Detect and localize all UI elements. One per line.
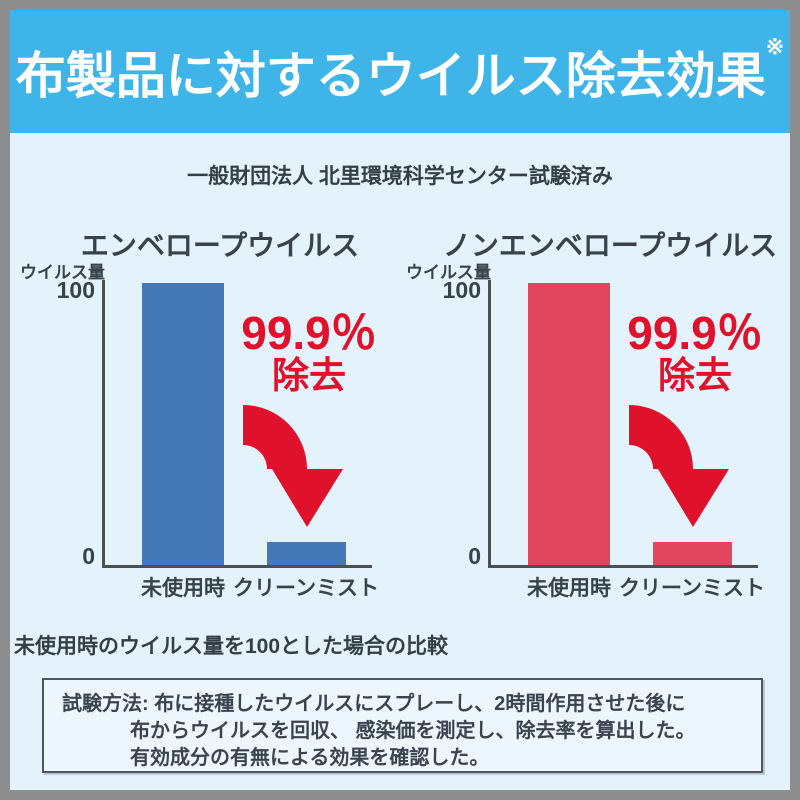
comparison-note: 未使用時のウイルス量を100とした場合の比較 (14, 635, 449, 658)
bar-chart-non-envelope: ウイルス量 100 0 未使用時 クリーンミスト 99.9％ 除去 (396, 250, 790, 600)
test-method-line-2: 布からウイルスを回収、 感染価を測定し、除去率を算出した。 (130, 720, 696, 742)
down-curved-arrow-icon (629, 405, 729, 527)
test-method-line-1: 試験方法: 布に接種したウイルスにスプレーし、2時間作用させた後に (62, 691, 761, 718)
bar-unused (528, 283, 610, 565)
y-axis (102, 280, 105, 568)
x-category-cleanmist: クリーンミスト (233, 577, 379, 600)
y-tick-100: 100 (56, 277, 95, 303)
test-method-label: 試験方法: (62, 693, 149, 715)
removal-annotation: 99.9％ 除去 (224, 310, 394, 396)
down-curved-arrow-shape (629, 405, 729, 527)
test-method-box: 試験方法: 布に接種したウイルスにスプレーし、2時間作用させた後に 布からウイル… (42, 678, 763, 773)
header-band: 布製品に対するウイルス除去効果※ (10, 10, 790, 133)
page-title-text: 布製品に対するウイルス除去効果 (15, 47, 766, 104)
x-axis (488, 565, 758, 568)
x-axis (102, 565, 372, 568)
test-method-text-1: 布に接種したウイルスにスプレーし、2時間作用させた後に (154, 693, 686, 715)
x-category-unused: 未使用時 (527, 577, 611, 600)
y-tick-0: 0 (82, 543, 95, 569)
certification-subtitle: 一般財団法人 北里環境科学センター試験済み (187, 165, 613, 188)
chart-title-non-envelope: ノンエンベロープウイルス (442, 230, 778, 261)
page-title: 布製品に対するウイルス除去効果※ (15, 33, 785, 108)
content-area: 布製品に対するウイルス除去効果※ 一般財団法人 北里環境科学センター試験済み エ… (10, 10, 790, 790)
down-curved-arrow-icon (243, 405, 343, 527)
y-tick-0: 0 (468, 543, 481, 569)
removal-word: 除去 (272, 355, 346, 396)
removal-annotation: 99.9％ 除去 (610, 310, 780, 396)
reference-mark: ※ (765, 33, 785, 59)
bar-unused (142, 283, 224, 565)
y-axis-label: ウイルス量 (406, 263, 491, 282)
y-axis-label: ウイルス量 (20, 263, 105, 282)
bar-chart-envelope: ウイルス量 100 0 未使用時 クリーンミスト 99.9％ 除去 (10, 250, 404, 600)
x-category-unused: 未使用時 (141, 577, 225, 600)
test-method-line-3: 有効成分の有無による効果を確認した。 (130, 747, 490, 769)
removal-word: 除去 (658, 355, 732, 396)
x-category-cleanmist: クリーンミスト (619, 577, 765, 600)
y-tick-100: 100 (442, 277, 481, 303)
bar-cleanmist (267, 542, 346, 565)
y-axis (488, 280, 491, 568)
removal-percentage: 99.9％ (627, 307, 763, 359)
chart-title-envelope: エンベロープウイルス (80, 230, 360, 261)
down-curved-arrow-shape (243, 405, 343, 527)
bar-cleanmist (653, 542, 732, 565)
removal-percentage: 99.9％ (241, 307, 377, 359)
